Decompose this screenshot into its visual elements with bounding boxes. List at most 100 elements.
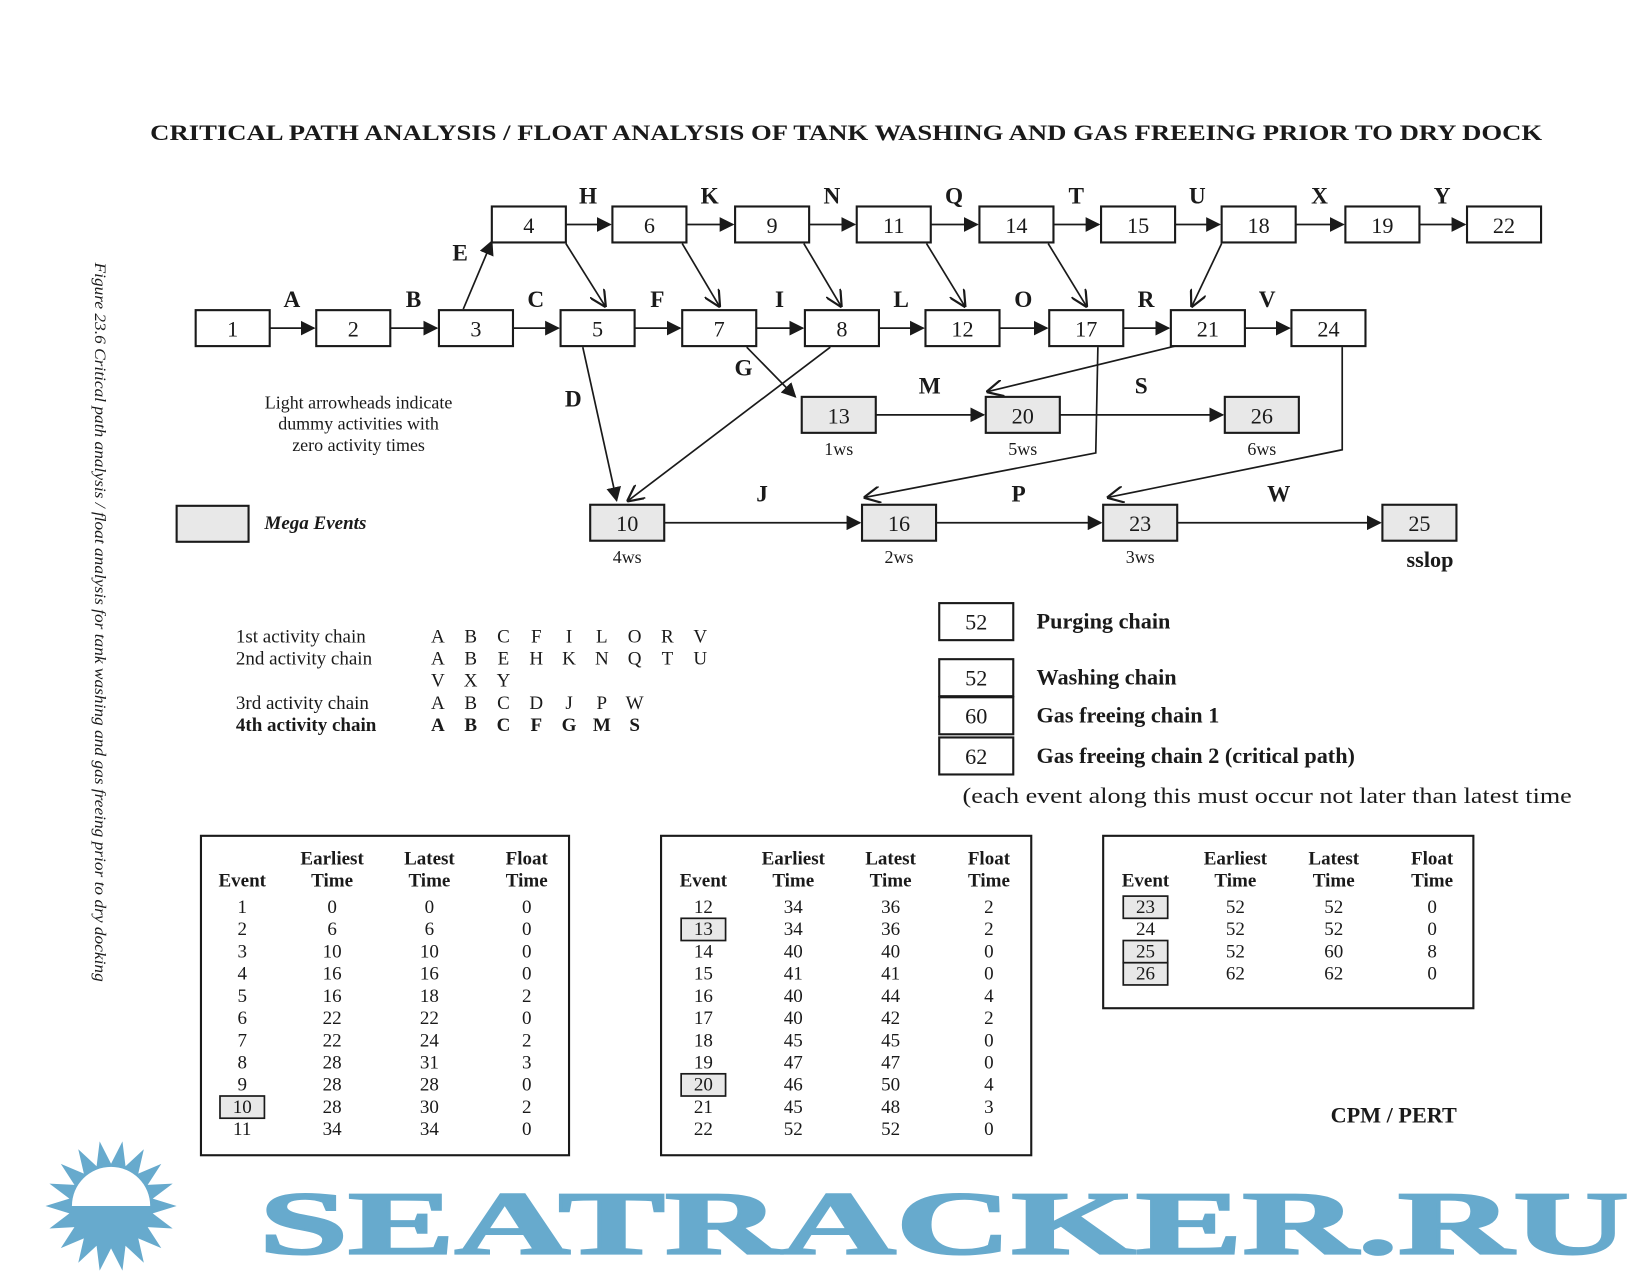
table-cell: 24: [420, 1030, 440, 1051]
event-node-6: 6: [611, 205, 688, 244]
activity-label: T: [1068, 183, 1084, 209]
table-cell: 0: [327, 897, 337, 918]
dummy-activity-arrow: [1108, 347, 1344, 497]
table-cell: 0: [522, 941, 532, 962]
chain-total-box: [938, 736, 1015, 776]
chain-activity: U: [693, 648, 707, 669]
chain-activity: O: [628, 626, 642, 647]
event-number: 24: [1317, 317, 1339, 342]
event-box: [803, 309, 880, 348]
column-header: Earliest: [300, 848, 364, 869]
event-node-18: 18: [1220, 205, 1297, 244]
event-node-24: 24: [1290, 309, 1367, 348]
table-cell: 28: [323, 1053, 342, 1074]
activity-arrow-E: [462, 240, 494, 310]
table-cell: 0: [1427, 919, 1437, 940]
table-cell: 8: [1427, 941, 1437, 962]
event-node-21: 21: [1169, 309, 1246, 348]
chain-total-value: 62: [965, 744, 987, 769]
chain-total-label: Gas freeing chain 2 (critical path): [1037, 743, 1355, 768]
event-box: [681, 309, 758, 348]
mega-event-highlight: [1122, 961, 1169, 986]
table-row: 20 46 50 4: [680, 1072, 994, 1097]
table-cell: 0: [522, 919, 532, 940]
chain-activity: T: [662, 648, 674, 669]
dummy-activity-arrow: [803, 243, 841, 306]
event-box: [1381, 503, 1458, 542]
table-cell: 41: [784, 964, 803, 985]
chain-activity: J: [565, 693, 572, 714]
event-node-13: 13 1ws: [800, 395, 877, 459]
table-cell: 10: [420, 941, 439, 962]
chain-activity: L: [596, 626, 608, 647]
table-row: 5 16 18 2: [237, 986, 531, 1007]
activity-label: O: [1014, 287, 1032, 313]
event-number: 26: [1251, 403, 1273, 428]
table-cell: 16: [694, 986, 713, 1007]
table-cell: 52: [881, 1119, 900, 1140]
column-header: Time: [968, 871, 1010, 892]
dummy-note-line: zero activity times: [292, 435, 425, 455]
table-row: 14 40 40 0: [694, 941, 994, 962]
event-number: 15: [1127, 213, 1149, 238]
chain-activity: Q: [628, 648, 642, 669]
table-cell: 52: [1324, 919, 1343, 940]
mega-event-highlight: [680, 1072, 727, 1097]
table-cell: 40: [881, 941, 900, 962]
event-box: [1223, 395, 1300, 434]
event-number: 12: [951, 317, 973, 342]
column-header: Latest: [404, 848, 455, 869]
table-cell: 30: [420, 1097, 439, 1118]
table-row: 3 10 10 0: [237, 941, 531, 962]
activity-label: D: [565, 386, 582, 412]
table-cell: 4: [237, 964, 247, 985]
table-cell: 2: [984, 919, 994, 940]
table-row: 19 47 47 0: [694, 1053, 994, 1074]
table-cell: 60: [1324, 941, 1343, 962]
chain-activity: E: [498, 648, 510, 669]
table-cell: 0: [522, 964, 532, 985]
event-node-12: 12: [924, 309, 1001, 348]
chain-activity: C: [497, 693, 510, 714]
event-node-14: 14: [978, 205, 1055, 244]
event-box: [984, 395, 1061, 434]
event-number: 17: [1075, 317, 1097, 342]
table-row: 15 41 41 0: [694, 964, 994, 985]
activity-chain-row: 4th activity chain A B C F G M S: [236, 715, 640, 736]
table-cell: 24: [1136, 919, 1156, 940]
table-cell: 12: [694, 897, 713, 918]
table-cell: 6: [237, 1008, 247, 1029]
event-node-2: 2: [315, 309, 392, 348]
chain-total-row: 62 Gas freeing chain 2 (critical path): [938, 736, 1355, 776]
chain-total-row: 52 Washing chain: [938, 658, 1177, 698]
mega-event-legend-swatch: [175, 504, 250, 543]
footer-label: CPM / PERT: [1331, 1102, 1457, 1127]
table-cell: 6: [425, 919, 435, 940]
chain-total-box: [938, 602, 1015, 642]
event-box: [1169, 309, 1246, 348]
table-cell: 22: [694, 1119, 713, 1140]
event-number: 7: [714, 317, 725, 342]
event-box: [855, 205, 932, 244]
event-box: [1100, 205, 1177, 244]
activity-label: Q: [945, 183, 963, 209]
figure-caption: Figure 23.6 Critical path analysis / flo…: [91, 261, 108, 981]
event-box: [1048, 309, 1125, 348]
event-box: [1344, 205, 1421, 244]
table-row: 24 52 52 0: [1136, 919, 1437, 940]
chain-total-label: Purging chain: [1037, 609, 1172, 634]
activity-label: L: [893, 287, 909, 313]
table-cell: 40: [784, 1008, 803, 1029]
column-header: Earliest: [1204, 848, 1268, 869]
column-header: Earliest: [762, 848, 826, 869]
event-number: 20: [1012, 403, 1034, 428]
column-header: Time: [772, 871, 814, 892]
chain-activity: F: [531, 626, 542, 647]
table-cell: 0: [984, 1053, 994, 1074]
table-cell: 16: [323, 986, 342, 1007]
table-cell: 22: [323, 1008, 342, 1029]
event-box: [315, 309, 392, 348]
critical-path-note: (each event along this must occur not la…: [963, 783, 1572, 808]
